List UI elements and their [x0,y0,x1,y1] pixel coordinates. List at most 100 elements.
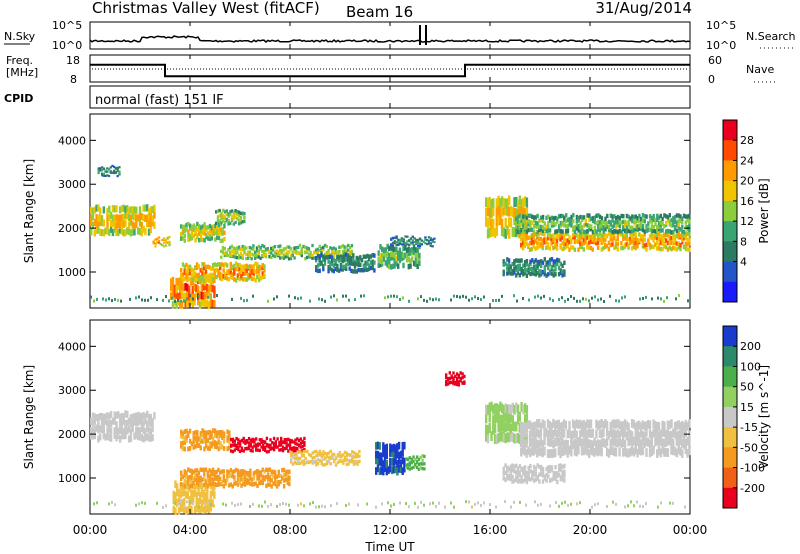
data-cell [333,453,336,457]
data-cell [278,443,281,447]
data-cell [394,465,397,474]
data-cell [625,242,628,247]
data-cell [232,216,235,220]
data-cell [183,270,186,276]
data-cell [252,271,255,276]
data-cell [171,276,175,285]
data-cell [357,260,360,265]
data-cell [286,473,289,478]
data-cell [657,224,661,230]
data-cell [623,236,627,241]
data-cell [363,294,365,298]
data-cell [329,455,332,459]
data-cell [564,500,566,504]
data-cell [182,293,185,301]
data-cell [252,471,256,476]
data-cell [547,465,550,470]
data-cell [192,502,194,506]
data-cell [493,228,497,239]
data-cell [548,468,552,474]
data-cell [325,461,329,466]
data-cell [604,237,607,243]
data-cell [686,242,689,247]
data-cell [607,225,611,230]
data-cell [202,497,205,505]
data-cell [211,477,215,483]
colorbar-swatch [723,326,737,347]
data-cell [609,233,612,238]
data-cell [219,432,222,438]
data-cell [532,218,536,223]
data-cell [211,483,214,492]
data-cell [539,428,543,438]
data-cell [366,253,369,259]
data-cell [127,228,131,236]
data-cell [459,379,462,383]
data-cell [445,373,448,377]
data-cell [240,438,244,443]
data-cell [91,420,95,428]
data-cell [207,225,210,230]
data-cell [215,444,219,450]
data-cell [322,257,325,262]
data-cell [120,214,124,222]
data-cell [217,262,220,267]
data-cell [315,265,318,270]
data-cell [527,235,530,240]
data-cell [459,376,462,381]
data-cell [627,245,630,250]
data-cell [554,465,557,470]
data-cell [277,469,280,475]
data-cell [152,240,155,243]
data-cell [625,236,628,242]
data-cell [240,477,243,482]
data-cell [219,476,222,481]
data-cell [188,478,192,483]
data-cell [334,456,338,460]
data-cell [540,467,543,472]
data-cell [117,298,119,302]
data-cell [627,237,630,242]
data-cell [115,411,118,419]
data-cell [108,502,110,506]
data-cell [550,220,554,226]
data-cell [336,453,340,457]
data-cell [192,439,195,445]
data-cell [353,264,357,269]
data-cell [147,434,151,442]
data-cell [247,264,250,270]
data-cell [568,235,571,240]
data-cell [146,220,149,228]
data-cell [229,482,233,487]
data-cell [227,212,230,216]
data-cell [397,255,400,261]
data-cell [343,450,347,454]
data-cell [239,218,243,222]
data-cell [211,284,214,293]
data-cell [525,471,529,476]
data-cell [499,401,502,412]
data-cell [504,477,507,483]
data-cell [506,421,509,432]
data-cell [252,476,256,481]
data-cell [455,382,459,387]
data-cell [559,467,562,472]
data-cell [666,228,670,234]
data-cell [534,466,537,471]
colorbar-tick-label: 16 [740,195,754,208]
data-cell [446,377,450,381]
data-cell [541,419,544,429]
data-cell [520,475,523,480]
data-cell [543,226,546,232]
data-cell [133,418,136,426]
data-cell [294,449,297,453]
noise-right-tick-low: 10^0 [706,39,736,52]
data-cell [670,246,673,252]
data-cell [223,246,226,251]
data-cell [679,214,682,219]
x-tick-label: 08:00 [273,523,308,537]
data-cell [659,220,662,225]
data-cell [299,461,302,465]
data-cell [199,491,202,500]
